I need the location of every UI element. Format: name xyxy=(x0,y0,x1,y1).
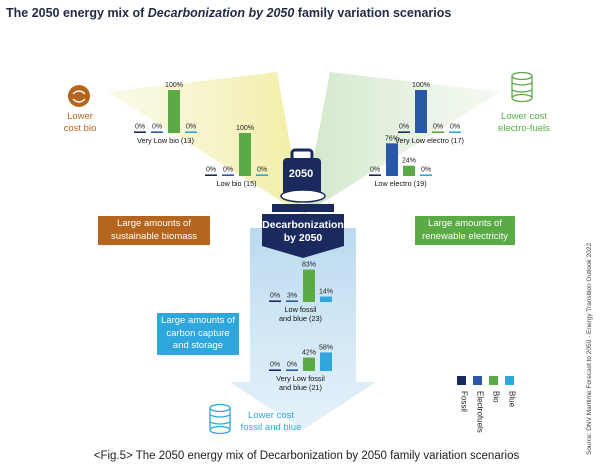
bar-value-label: 83% xyxy=(302,262,316,269)
badge-cloud xyxy=(280,189,326,203)
theme-renewable-box: Large amounts of renewable electricity xyxy=(415,216,515,245)
legend-swatch xyxy=(505,376,514,385)
scenario-group: 0% 0% 42%58% Very Low fossil and blue (21) xyxy=(269,344,333,392)
scenario-group: 0% 3% 83% 14% Low fossil and blue (23) xyxy=(269,262,333,323)
bar xyxy=(185,131,197,133)
scenario-group: 0% 76% 24% 0% Low electro (19) xyxy=(369,135,432,188)
electro-wedge xyxy=(303,72,500,215)
bar xyxy=(449,131,461,133)
electro-barrel-icon xyxy=(511,71,533,103)
bar xyxy=(369,174,381,176)
bar xyxy=(320,296,332,302)
figure-caption: <Fig.5> The 2050 energy mix of Decarboni… xyxy=(93,450,520,462)
bar xyxy=(134,131,146,133)
bar-value-label: 0% xyxy=(399,123,409,130)
bar xyxy=(222,174,234,176)
legend: Fossil Electrofuels Bio Blue xyxy=(457,376,517,433)
bar-value-label: 14% xyxy=(319,289,333,296)
bar xyxy=(205,174,217,176)
bar xyxy=(256,174,268,176)
bar-value-label: 42% xyxy=(302,350,316,357)
fossil-barrel-icon xyxy=(209,403,231,435)
bar-value-label: 0% xyxy=(135,123,145,130)
bar-value-label: 0% xyxy=(450,123,460,130)
legend-label: Blue xyxy=(508,391,517,408)
bar xyxy=(415,90,427,133)
center-deck xyxy=(272,204,334,212)
legend-label: Fossil xyxy=(460,391,469,412)
bar-value-label: 0% xyxy=(152,123,162,130)
scenario-label: Low bio (15) xyxy=(216,179,256,188)
scenario-group: 0% 100% 0% 0% Very Low electro (17) xyxy=(395,82,464,145)
bar xyxy=(286,300,298,302)
legend-swatch xyxy=(473,376,482,385)
bar-value-label: 100% xyxy=(412,82,430,89)
bar-value-label: 0% xyxy=(421,166,431,173)
bar-value-label: 0% xyxy=(223,166,233,173)
theme-ccs-box: Large amounts of carbon capture and storag… xyxy=(157,313,239,355)
bar xyxy=(269,300,281,302)
bar xyxy=(269,369,281,371)
bar-value-label: 76% xyxy=(385,135,399,142)
source-note: Source: DNV Maritime Forecast to 2050 - … xyxy=(586,242,593,455)
bar xyxy=(398,131,410,133)
corner-bio-label: Lower cost bio xyxy=(63,111,97,134)
bar-value-label: 0% xyxy=(206,166,216,173)
bar xyxy=(151,131,163,133)
scenario-label: Very Low bio (13) xyxy=(137,136,194,145)
legend-swatch xyxy=(457,376,466,385)
theme-biomass-box: Large amounts of sustainable biomass xyxy=(98,216,210,245)
scenario-group: 0% 0%100%0%Low bio (15) xyxy=(205,125,268,188)
scenario-label: Very Low fossil and blue (21) xyxy=(276,374,325,392)
bar-value-label: 0% xyxy=(270,361,280,368)
badge-handle xyxy=(290,148,314,162)
bar-value-label: 0% xyxy=(287,361,297,368)
bio-barrel-icon xyxy=(68,85,90,107)
bar xyxy=(239,133,251,176)
bar-value-label: 3% xyxy=(287,292,297,299)
bar xyxy=(432,131,444,133)
bar xyxy=(303,357,315,371)
legend-swatch xyxy=(489,376,498,385)
legend-label: Electrofuels xyxy=(476,391,485,433)
center-badge: 2050 xyxy=(288,168,314,180)
bar xyxy=(286,369,298,371)
chart-title: The 2050 energy mix of Decarbonization b… xyxy=(6,6,452,20)
fossil-wedge xyxy=(230,228,376,430)
scenario-label: Low electro (19) xyxy=(374,179,426,188)
scenario-label: Very Low electro (17) xyxy=(395,136,464,145)
scenario-label: Low fossil and blue (23) xyxy=(279,305,322,323)
center-shield xyxy=(262,214,344,258)
bar-value-label: 0% xyxy=(257,166,267,173)
bar-value-label: 24% xyxy=(402,158,416,165)
bar xyxy=(168,90,180,133)
bar-value-label: 0% xyxy=(433,123,443,130)
bar-value-label: 58% xyxy=(319,344,333,351)
bar-value-label: 0% xyxy=(186,123,196,130)
bar xyxy=(386,143,398,176)
legend-label: Bio xyxy=(492,391,501,403)
bar xyxy=(420,174,432,176)
bar-value-label: 100% xyxy=(165,82,183,89)
center-label: Decarbonization by 2050 xyxy=(262,219,344,244)
corner-electro-label: Lower cost electro-fuels xyxy=(498,111,550,134)
corner-fossil-label: Lower cost fossil and blue xyxy=(240,410,302,433)
bar xyxy=(403,165,415,176)
bio-wedge xyxy=(108,72,303,215)
scenario-group: 0% 0% 100% 0% Very Low bio (13) xyxy=(134,82,197,145)
bar-value-label: 0% xyxy=(270,292,280,299)
bar xyxy=(320,352,332,371)
badge-box xyxy=(283,158,321,196)
bar-value-label: 100% xyxy=(236,125,254,132)
bar-value-label: 0% xyxy=(370,166,380,173)
bar xyxy=(303,269,315,302)
bar-groups: 0% 0%100%0%Very Low bio (13)0% 0%100%0%Low… xyxy=(134,82,464,392)
